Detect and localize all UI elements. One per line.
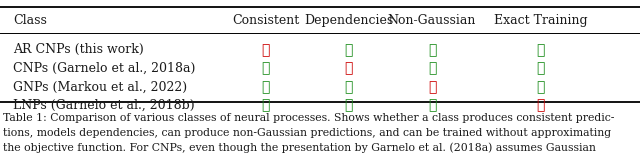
Text: ✓: ✓	[428, 62, 436, 75]
Text: Class: Class	[13, 14, 47, 27]
Text: tions, models dependencies, can produce non-Gaussian predictions, and can be tra: tions, models dependencies, can produce …	[3, 128, 611, 138]
Text: AR CNPs (this work): AR CNPs (this work)	[13, 43, 143, 56]
Text: ✓: ✓	[428, 43, 436, 57]
Text: ✗: ✗	[428, 80, 436, 94]
Text: ✓: ✓	[261, 62, 270, 75]
Text: Consistent: Consistent	[232, 14, 300, 27]
Text: ✗: ✗	[344, 62, 353, 75]
Text: the objective function. For CNPs, even though the presentation by Garnelo et al.: the objective function. For CNPs, even t…	[3, 142, 596, 153]
Text: ✓: ✓	[428, 99, 436, 112]
Text: GNPs (Markou et al., 2022): GNPs (Markou et al., 2022)	[13, 80, 187, 93]
Text: ✓: ✓	[536, 62, 545, 75]
Text: LNPs (Garnelo et al., 2018b): LNPs (Garnelo et al., 2018b)	[13, 99, 195, 112]
Text: ✗: ✗	[536, 99, 545, 112]
Text: Non-Gaussian: Non-Gaussian	[388, 14, 476, 27]
Text: ✓: ✓	[536, 43, 545, 57]
Text: ✓: ✓	[261, 99, 270, 112]
Text: ✓: ✓	[344, 43, 353, 57]
Text: ✓: ✓	[344, 99, 353, 112]
Text: ✗: ✗	[261, 43, 270, 57]
Text: CNPs (Garnelo et al., 2018a): CNPs (Garnelo et al., 2018a)	[13, 62, 195, 75]
Text: Dependencies: Dependencies	[304, 14, 394, 27]
Text: ✓: ✓	[536, 80, 545, 94]
Text: ✓: ✓	[344, 80, 353, 94]
Text: Table 1: Comparison of various classes of neural processes. Shows whether a clas: Table 1: Comparison of various classes o…	[3, 113, 614, 123]
Text: Exact Training: Exact Training	[494, 14, 588, 27]
Text: ✓: ✓	[261, 80, 270, 94]
